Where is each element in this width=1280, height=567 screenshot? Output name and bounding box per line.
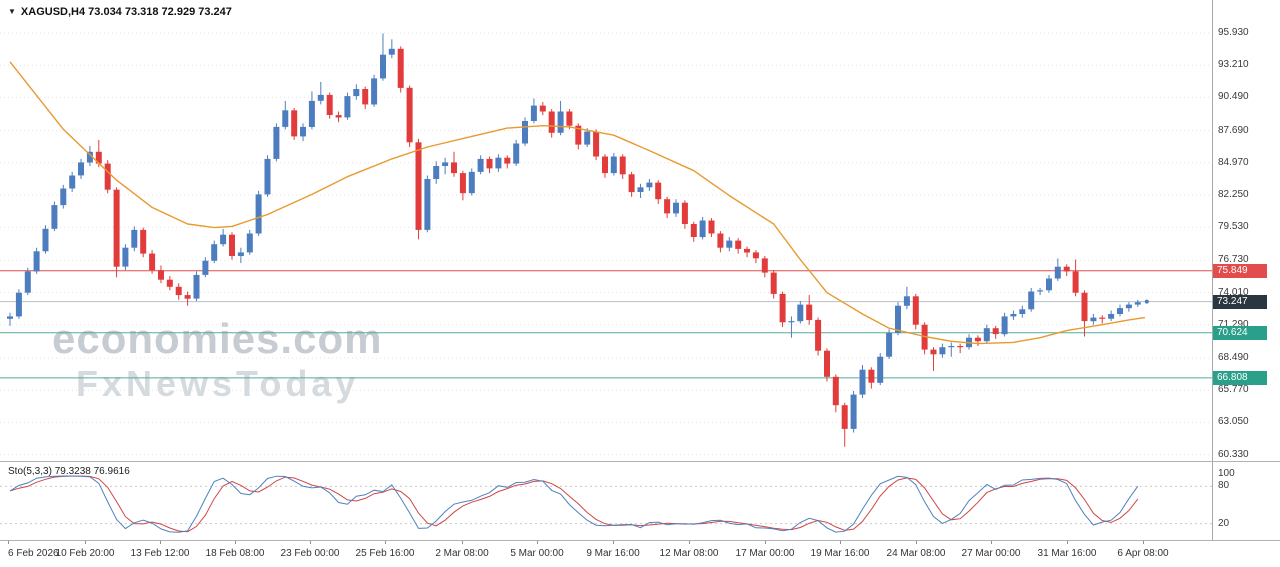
time-tick — [1067, 541, 1068, 544]
price-gridlines — [0, 32, 1212, 456]
indicator-label: Sto(5,3,3) 79.3238 76.9616 — [8, 466, 130, 477]
symbol-dropdown-icon[interactable]: ▼ — [8, 7, 16, 16]
stoch-main-line — [9, 475, 1139, 533]
time-axis-label: 6 Feb 2026 — [8, 548, 59, 559]
stoch-axis-label: 20 — [1218, 517, 1230, 529]
price-axis-label: 65.770 — [1218, 384, 1249, 396]
price-axis-label: 84.970 — [1218, 156, 1249, 168]
time-tick — [385, 541, 386, 544]
time-axis-label: 6 Apr 08:00 — [1117, 548, 1169, 559]
stoch-signal-line — [9, 475, 1139, 533]
price-badge-73.247: 73.247 — [1213, 294, 1267, 309]
price-axis-label: 63.050 — [1218, 416, 1249, 428]
time-axis-label: 2 Mar 08:00 — [435, 548, 489, 559]
time-axis-label: 17 Mar 00:00 — [735, 548, 795, 559]
time-tick — [235, 541, 236, 544]
time-axis-label: 19 Mar 16:00 — [810, 548, 870, 559]
time-axis-label: 31 Mar 16:00 — [1037, 548, 1097, 559]
time-axis-label: 24 Mar 08:00 — [886, 548, 946, 559]
time-axis-label: 18 Feb 08:00 — [205, 548, 265, 559]
time-axis-label: 27 Mar 00:00 — [961, 548, 1021, 559]
time-axis[interactable]: 6 Feb 2026 10 Feb 20:00 13 Feb 12:00 18 Feb… — [0, 541, 1280, 567]
stoch-axis-label: 80 — [1218, 480, 1230, 492]
time-axis-label: 10 Feb 20:00 — [55, 548, 115, 559]
time-tick — [765, 541, 766, 544]
time-tick — [689, 541, 690, 544]
last-price-marker — [1144, 299, 1149, 304]
price-axis[interactable]: 95.930 93.210 90.490 87.690 84.970 82.250 79.5… — [1212, 0, 1280, 540]
stoch-axis-label: 100 — [1218, 468, 1235, 479]
time-tick — [840, 541, 841, 544]
time-axis-label: 13 Feb 12:00 — [130, 548, 190, 559]
price-badge-75.849: 75.849 — [1213, 263, 1267, 278]
price-axis-label: 90.490 — [1218, 91, 1249, 103]
price-axis-label: 74.010 — [1218, 286, 1249, 298]
price-axis-label: 95.930 — [1218, 27, 1249, 38]
price-axis-label: 79.530 — [1218, 221, 1249, 233]
stochastic-chart[interactable] — [0, 462, 1212, 540]
time-tick — [916, 541, 917, 544]
price-axis-label: 87.690 — [1218, 124, 1249, 136]
watermark-line2: FxNewsToday — [76, 363, 360, 404]
time-axis-label: 23 Feb 00:00 — [280, 548, 340, 559]
time-tick — [537, 541, 538, 544]
time-tick — [310, 541, 311, 544]
time-tick — [1143, 541, 1144, 544]
price-axis-label: 60.330 — [1218, 448, 1249, 460]
time-tick — [462, 541, 463, 544]
price-axis-label: 71.290 — [1218, 318, 1249, 330]
price-badge-66.808: 66.808 — [1213, 370, 1267, 385]
time-tick — [613, 541, 614, 544]
time-tick — [160, 541, 161, 544]
price-axis-label: 76.730 — [1218, 254, 1249, 266]
price-badge-70.624: 70.624 — [1213, 325, 1267, 340]
time-tick — [991, 541, 992, 544]
time-axis-label: 5 Mar 00:00 — [510, 548, 564, 559]
symbol-info-text: XAGUSD,H4 73.034 73.318 72.929 73.247 — [20, 6, 232, 18]
moving-average-line[interactable] — [9, 61, 1145, 345]
time-axis-separator — [0, 540, 1280, 541]
time-axis-label: 25 Feb 16:00 — [355, 548, 415, 559]
panel-separator[interactable] — [0, 461, 1280, 462]
time-axis-label: 9 Mar 16:00 — [586, 548, 640, 559]
price-axis-label: 93.210 — [1218, 59, 1249, 71]
price-axis-label: 68.490 — [1218, 351, 1249, 363]
price-axis-label: 82.250 — [1218, 189, 1249, 200]
time-tick — [85, 541, 86, 544]
time-axis-label: 12 Mar 08:00 — [659, 548, 719, 559]
candles — [7, 33, 1141, 447]
symbol-info-bar: ▼ XAGUSD,H4 73.034 73.318 72.929 73.247 — [8, 6, 232, 18]
price-chart[interactable] — [0, 0, 1212, 461]
time-tick — [8, 541, 9, 544]
